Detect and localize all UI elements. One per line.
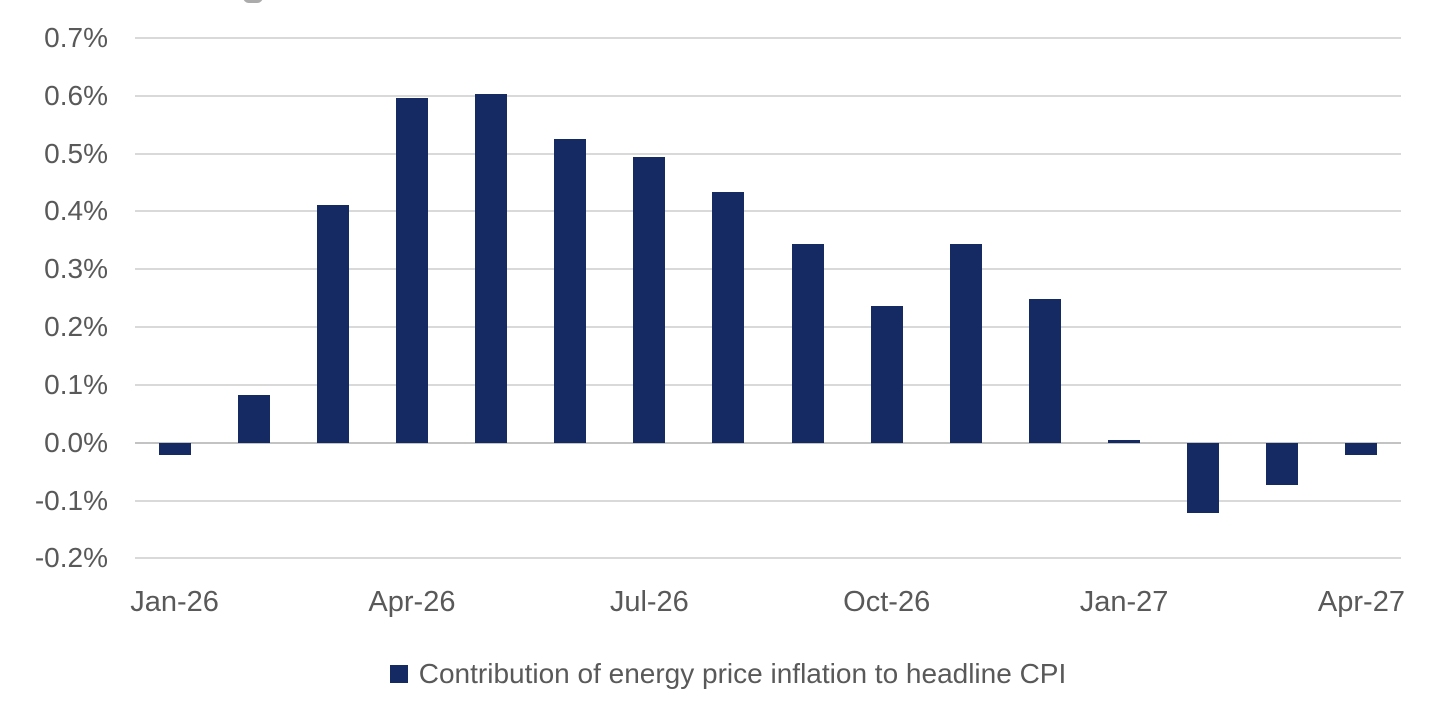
bar-Jun-26 [554,139,587,443]
y-tick-label: -0.2% [34,542,108,574]
bar-Feb-27 [1187,442,1220,513]
bar-Jan-27 [1108,439,1141,443]
bar-Nov-26 [949,244,982,443]
legend-series-marker-icon [389,665,408,683]
y-tick-label: 0.4% [44,195,108,227]
bar-Jul-26 [633,156,666,443]
y-tick-label: 0.3% [44,253,108,285]
bar-May-26 [475,94,508,443]
bar-Sep-26 [791,243,824,443]
bar-Feb-26 [237,395,270,443]
grid-line [135,326,1401,329]
x-tick-label: Apr-26 [368,586,456,618]
bar-Aug-26 [712,191,745,443]
grid-line [135,37,1401,39]
grid-line [135,499,1401,502]
legend-series-label: Contribution of energy price inflation t… [418,658,1067,689]
y-tick-label: 0.2% [44,311,108,343]
y-tick-label: 0.0% [44,426,108,458]
grid-line [135,557,1401,560]
zero-axis-line [135,441,1401,444]
y-tick-label: 0.6% [44,79,108,111]
bar-Mar-27 [1266,442,1299,485]
bar-Dec-26 [1028,299,1061,443]
bar-Oct-26 [870,306,903,443]
bar-Jan-26 [158,442,191,456]
grid-line [135,268,1401,271]
bar-Apr-26 [395,97,428,443]
x-tick-label: Apr-27 [1317,586,1405,618]
y-tick-label: -0.1% [34,484,108,516]
legend: Contribution of energy price inflation t… [0,658,1456,690]
grid-line [135,152,1401,155]
y-tick-label: 0.7% [44,22,108,53]
x-tick-label: Jan-26 [130,586,219,618]
x-tick-label: Oct-26 [843,586,931,618]
y-tick-label: 0.5% [44,137,108,169]
bar-Mar-26 [316,204,349,443]
grid-line [135,210,1401,213]
bar-Apr-27 [1345,442,1378,455]
grid-line [135,94,1401,97]
x-tick-label: Jul-26 [609,586,689,618]
grid-line [135,383,1401,386]
y-tick-label: 0.1% [44,368,108,400]
x-tick-label: Jan-27 [1079,586,1169,618]
cropped-title-fragment [243,0,263,3]
